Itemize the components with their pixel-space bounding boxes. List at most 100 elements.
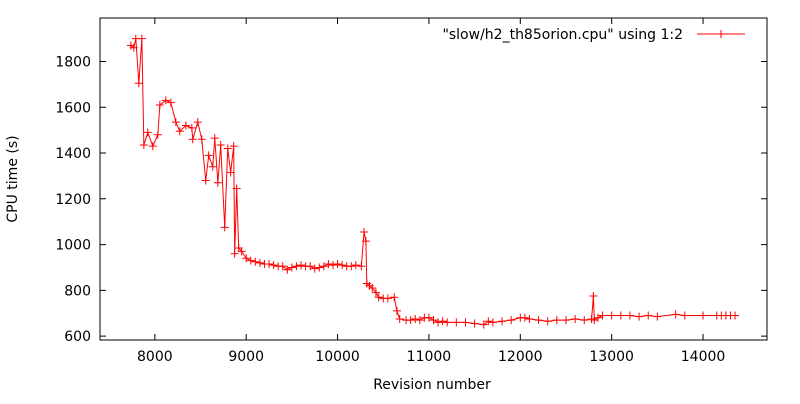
x-tick-label: 12000 — [498, 349, 543, 365]
data-point-marker — [415, 316, 424, 325]
data-point-marker — [470, 319, 479, 328]
legend: "slow/h2_th85orion.cpu" using 1:2 — [442, 27, 745, 43]
data-point-marker — [351, 261, 360, 270]
data-point-marker — [374, 293, 383, 302]
data-point-marker — [461, 318, 470, 327]
data-point-marker — [242, 254, 251, 263]
y-tick-label: 1200 — [55, 192, 91, 208]
data-point-marker — [507, 316, 516, 325]
data-point-marker — [265, 260, 274, 269]
data-point-marker — [347, 262, 356, 271]
data-point-marker — [193, 118, 202, 127]
data-point-marker — [357, 262, 366, 271]
data-point-marker — [429, 316, 438, 325]
y-tick-label: 600 — [64, 329, 91, 345]
data-point-marker — [479, 320, 488, 329]
data-point-marker — [237, 247, 246, 256]
x-tick-label: 14000 — [681, 349, 726, 365]
data-point-marker — [390, 293, 399, 302]
data-point-marker — [653, 312, 662, 321]
data-point-marker — [246, 256, 255, 265]
data-point-marker — [155, 100, 164, 109]
data-point-marker — [383, 294, 392, 303]
data-point-marker — [139, 141, 148, 150]
data-point-marker — [306, 262, 315, 271]
data-point-marker — [188, 135, 197, 144]
data-point-marker — [333, 260, 342, 269]
data-point-marker — [525, 314, 534, 323]
data-point-marker — [201, 176, 210, 185]
data-point-marker — [283, 265, 292, 274]
data-point-marker — [680, 311, 689, 320]
data-point-marker — [204, 151, 213, 160]
series-line — [130, 38, 736, 326]
data-point-marker — [216, 141, 225, 150]
data-point-marker — [361, 237, 370, 246]
data-point-marker — [143, 128, 152, 137]
plot-frame — [99, 17, 768, 341]
data-point-marker — [452, 318, 461, 327]
data-point-marker — [406, 316, 415, 325]
axis-ticks: 8000 9000 10000 11000 12000 13000 14000 600 800 1… — [55, 18, 767, 365]
data-point-marker — [137, 34, 146, 43]
y-tick-label: 1600 — [55, 100, 91, 116]
x-tick-label: 11000 — [407, 349, 452, 365]
y-tick-label: 800 — [64, 283, 91, 299]
x-axis-label: Revision number — [373, 377, 491, 393]
data-point-marker — [223, 144, 232, 153]
data-point-marker — [534, 316, 543, 325]
data-point-marker — [593, 313, 602, 322]
data-point-marker — [229, 142, 238, 151]
data-point-marker — [148, 142, 157, 151]
data-point-marker — [251, 257, 260, 266]
data-point-marker — [278, 262, 287, 271]
data-point-marker — [255, 258, 264, 267]
data-point-marker — [360, 227, 369, 236]
data-point-marker — [324, 260, 333, 269]
data-point-marker — [443, 318, 452, 327]
data-point-marker — [187, 123, 196, 132]
y-tick-label: 1000 — [55, 238, 91, 254]
data-point-marker — [338, 261, 347, 270]
data-point-marker — [635, 312, 644, 321]
data-point-marker — [598, 311, 607, 320]
data-point-marker — [438, 317, 447, 326]
data-point-marker — [292, 262, 301, 271]
data-point-marker — [488, 318, 497, 327]
data-point-marker — [208, 162, 217, 171]
data-point-marker — [395, 314, 404, 323]
data-point-marker — [371, 288, 380, 297]
data-point-marker — [731, 311, 740, 320]
data-point-marker — [153, 130, 162, 139]
data-point-marker — [220, 223, 229, 232]
data-point-marker — [181, 121, 190, 130]
data-point-marker — [232, 184, 241, 193]
data-point-marker — [625, 311, 634, 320]
y-tick-label: 1800 — [55, 54, 91, 70]
data-point-marker — [134, 79, 143, 88]
data-point-marker — [644, 311, 653, 320]
data-point-marker — [520, 313, 529, 322]
legend-label: "slow/h2_th85orion.cpu" using 1:2 — [442, 27, 683, 43]
data-point-marker — [166, 98, 175, 107]
data-point-marker — [411, 314, 420, 323]
data-point-marker — [552, 316, 561, 325]
data-point-marker — [287, 263, 296, 272]
data-point-marker — [226, 168, 235, 177]
data-point-marker — [171, 118, 180, 127]
data-point-marker — [543, 317, 552, 326]
data-point-marker — [161, 96, 170, 105]
data-point-marker — [484, 317, 493, 326]
data-point-marker — [368, 284, 377, 293]
data-point-marker — [315, 263, 324, 272]
x-tick-label: 9000 — [228, 349, 264, 365]
data-point-marker — [392, 306, 401, 315]
data-point-marker — [699, 311, 708, 320]
data-point-marker — [571, 314, 580, 323]
data-point-marker — [424, 313, 433, 322]
data-point-marker — [269, 261, 278, 270]
data-point-marker — [561, 316, 570, 325]
x-tick-label: 8000 — [137, 349, 173, 365]
data-point-marker — [671, 310, 680, 319]
